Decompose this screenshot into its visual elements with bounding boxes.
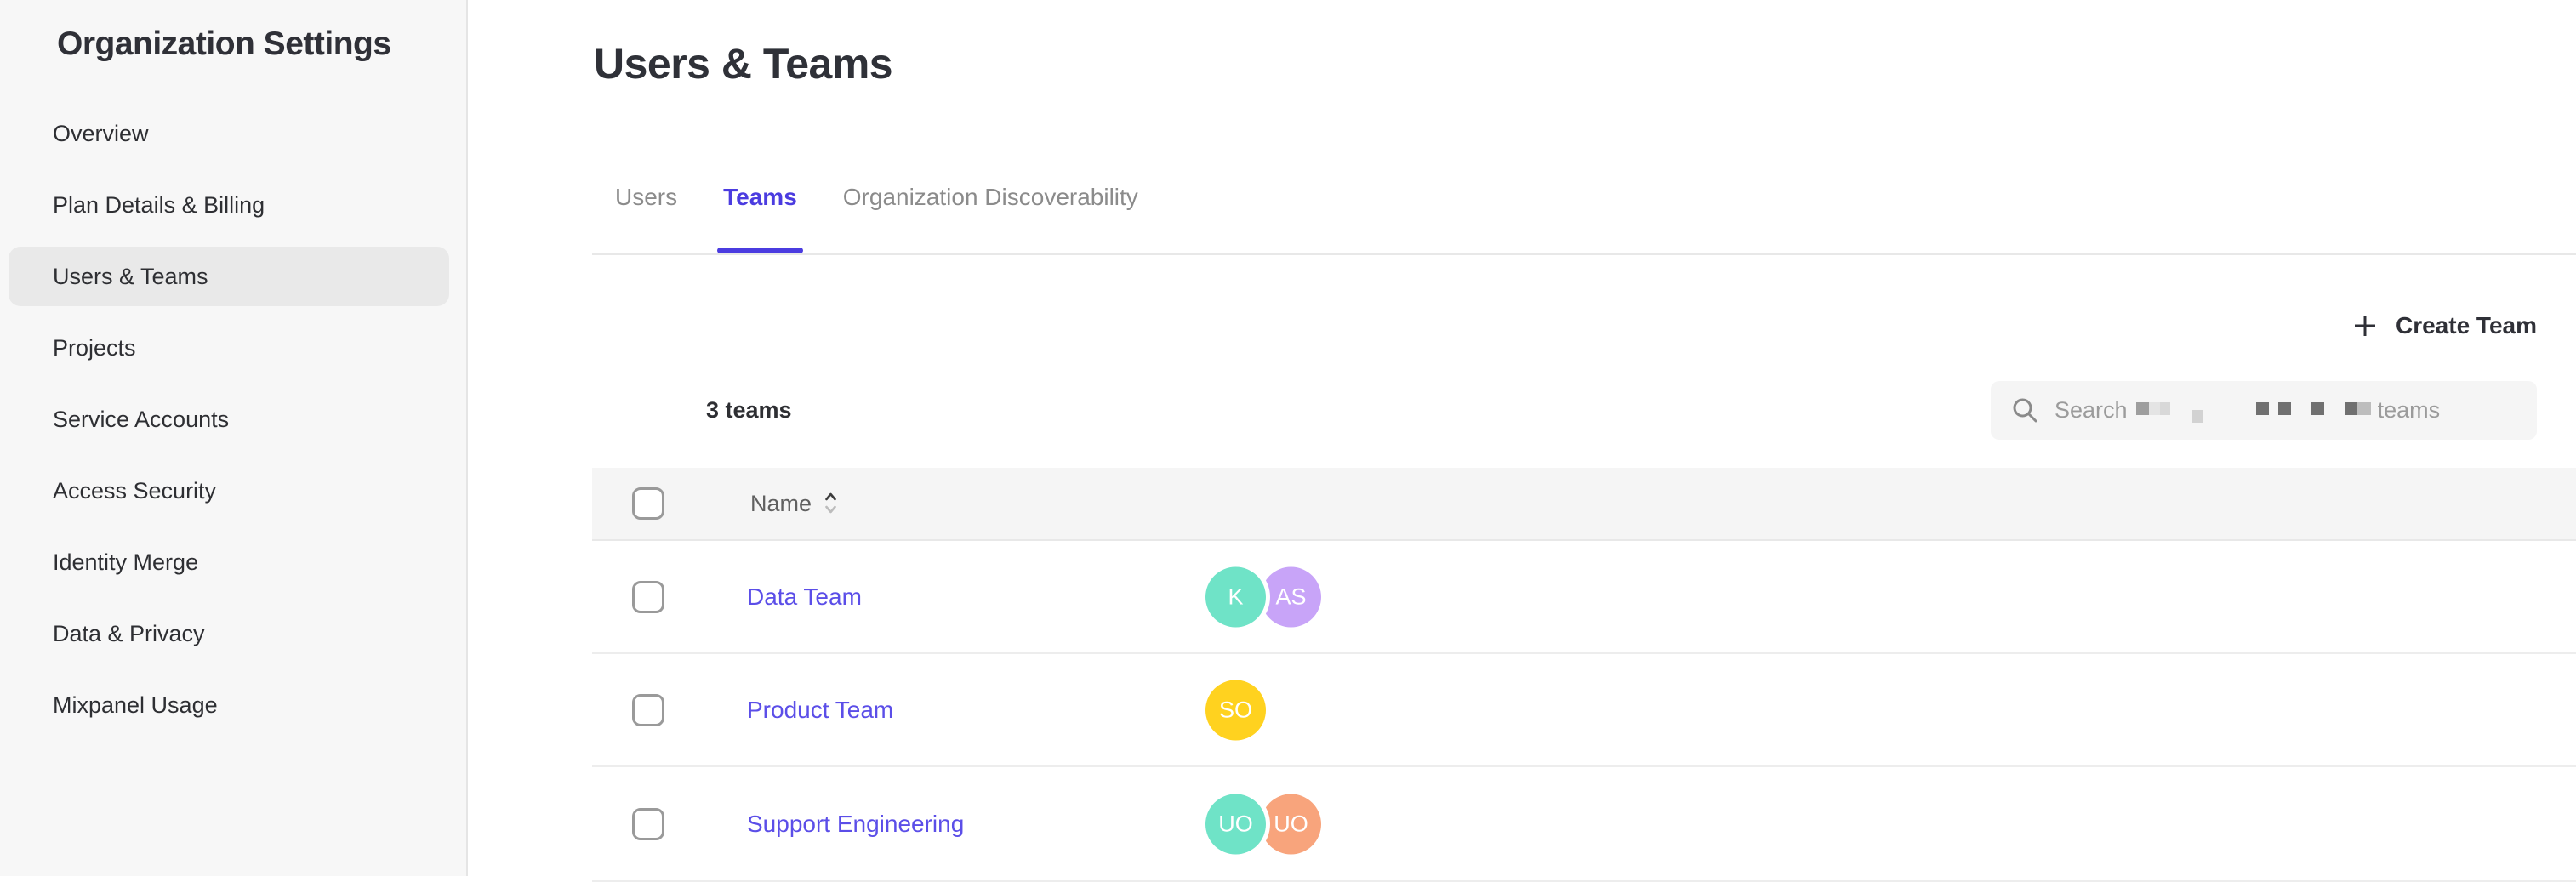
avatar[interactable]: UO <box>1261 794 1321 854</box>
team-link-product-team[interactable]: Product Team <box>747 696 894 723</box>
search-icon <box>2011 396 2039 424</box>
team-link-data-team[interactable]: Data Team <box>747 583 862 610</box>
sidebar-item-users-teams[interactable]: Users & Teams <box>9 247 449 306</box>
table-row: Product Team SO <box>592 654 2576 767</box>
sidebar-item-mixpanel-usage[interactable]: Mixpanel Usage <box>53 691 218 718</box>
row-checkbox[interactable] <box>632 580 664 613</box>
row-checkbox[interactable] <box>632 693 664 726</box>
sidebar-item-overview[interactable]: Overview <box>53 120 149 146</box>
search-placeholder-prefix: Search <box>2055 397 2128 423</box>
tab-teams-label: Teams <box>723 184 797 210</box>
sidebar-item-service-accounts[interactable]: Service Accounts <box>53 406 230 432</box>
page-title: Users & Teams <box>594 40 893 88</box>
avatar[interactable]: K <box>1205 566 1266 627</box>
table-header: Name <box>592 468 2576 541</box>
create-team-button[interactable]: Create Team <box>2353 303 2537 349</box>
tab-users[interactable]: Users <box>615 184 678 210</box>
avatar[interactable]: UO <box>1205 794 1266 854</box>
team-link-support-engineering[interactable]: Support Engineering <box>747 810 965 837</box>
sidebar-item-identity-merge[interactable]: Identity Merge <box>53 549 199 575</box>
tab-bar: Users Teams Organization Discoverability <box>592 170 2576 255</box>
create-team-label: Create Team <box>2395 312 2537 339</box>
avatar-group: K AS <box>1205 566 1321 627</box>
sidebar-nav: Overview Plan Details & Billing Users & … <box>9 104 449 747</box>
teams-count: 3 teams <box>706 397 792 423</box>
sidebar-item-projects[interactable]: Projects <box>53 334 136 361</box>
avatar[interactable]: AS <box>1261 566 1321 627</box>
sidebar: Organization Settings Overview Plan Deta… <box>0 0 468 876</box>
search-placeholder-suffix: teams <box>2377 397 2441 423</box>
sort-icon[interactable] <box>824 490 838 517</box>
avatar[interactable]: SO <box>1205 680 1266 740</box>
table-row: Support Engineering UO UO <box>592 767 2576 882</box>
avatar-group: UO UO <box>1205 794 1321 854</box>
select-all-checkbox[interactable] <box>632 487 664 520</box>
tab-teams[interactable]: Teams <box>700 170 820 253</box>
sidebar-title: Organization Settings <box>57 26 391 62</box>
active-tab-underline <box>717 248 803 253</box>
table-row: Data Team K AS <box>592 541 2576 654</box>
sidebar-item-plan-details-billing[interactable]: Plan Details & Billing <box>53 191 265 218</box>
sidebar-item-data-privacy[interactable]: Data & Privacy <box>53 620 205 646</box>
avatar-group: SO <box>1205 680 1266 740</box>
row-checkbox[interactable] <box>632 807 664 840</box>
redacted-text-blocks <box>2128 398 2371 423</box>
plus-icon <box>2353 314 2377 338</box>
tab-organization-discoverability[interactable]: Organization Discoverability <box>842 184 1138 210</box>
search-teams-input[interactable]: Search teams <box>1991 381 2537 440</box>
sidebar-item-access-security[interactable]: Access Security <box>53 477 217 504</box>
name-column-header[interactable]: Name <box>750 490 812 516</box>
